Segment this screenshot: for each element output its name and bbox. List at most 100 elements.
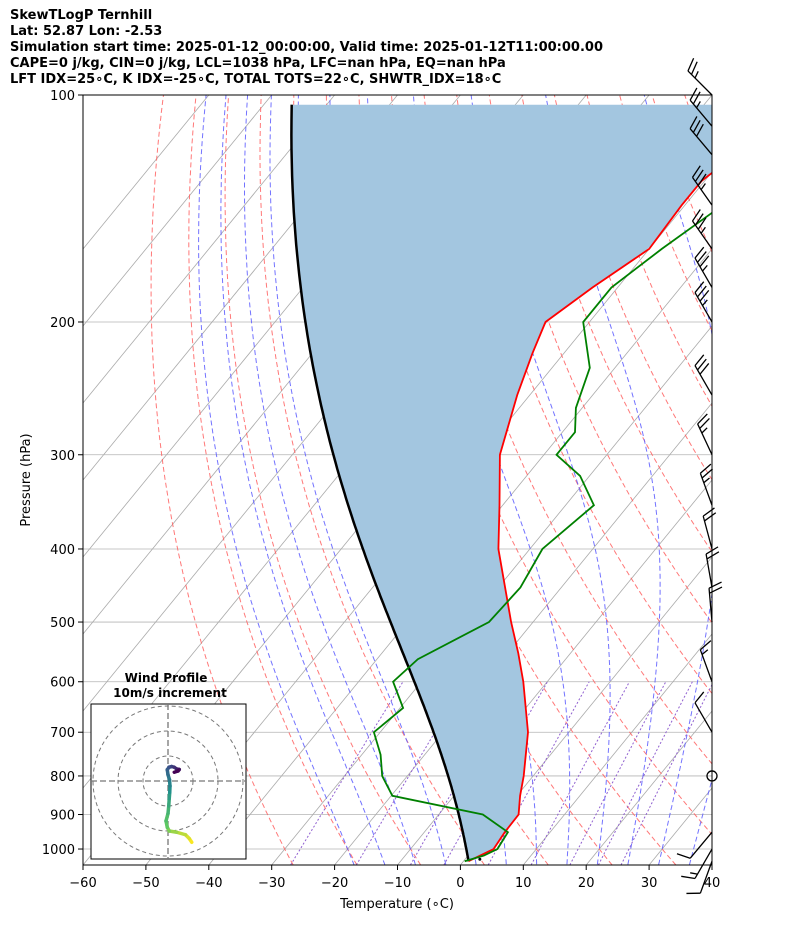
wind-barb — [689, 116, 713, 156]
x-tick-label: −40 — [195, 876, 222, 891]
x-tick-label: 20 — [578, 876, 595, 891]
barb-flag-half — [694, 71, 699, 79]
barb-flag-full — [702, 507, 715, 517]
mixing-ratio-line — [530, 681, 630, 865]
barb-flag-full — [687, 57, 695, 72]
wind-barb — [686, 861, 713, 895]
y-tick-label: 100 — [50, 89, 75, 104]
barb-flag-full — [706, 551, 720, 560]
cape-fill-layer — [291, 104, 712, 862]
y-tick-label: 200 — [50, 316, 75, 331]
barb-staff — [689, 99, 713, 127]
barb-flag-full — [696, 358, 707, 371]
barb-flag-full — [704, 512, 717, 522]
inset-title: Wind Profile — [125, 671, 208, 685]
barb-flag-full — [709, 586, 723, 594]
barb-staff — [705, 553, 713, 588]
temperature-line — [468, 171, 712, 863]
wind-barb — [676, 831, 713, 859]
chart-header: SkewTLogP Ternhill Lat: 52.87 Lon: -2.53… — [10, 8, 603, 88]
hodograph-segment — [172, 769, 180, 774]
barb-staff — [694, 702, 713, 733]
hodograph — [91, 704, 246, 859]
time-line: Simulation start time: 2025-01-12_00:00:… — [10, 40, 603, 55]
isotherm-line — [83, 95, 273, 327]
isotherm-line — [585, 710, 712, 865]
isotherm-line — [271, 325, 712, 865]
wind-barb — [694, 354, 713, 396]
wind-barb — [694, 246, 713, 288]
barb-staff — [687, 70, 713, 96]
wind-barb — [691, 209, 713, 250]
barb-flag-half — [703, 477, 710, 484]
barb-flag-full — [696, 251, 707, 263]
barb-flag-half — [702, 264, 708, 272]
wind-barb — [699, 463, 714, 506]
barb-staff — [691, 176, 713, 206]
barb-flag-full — [699, 363, 710, 375]
barb-flag-half — [696, 101, 701, 109]
isotherm-line — [522, 633, 712, 865]
x-tick-label: 10 — [515, 876, 532, 891]
y-tick-label: 300 — [50, 449, 75, 464]
barb-flag-full — [694, 691, 705, 704]
isotherm-line — [83, 95, 398, 481]
barb-staff — [694, 848, 713, 879]
barb-flag-full — [689, 116, 698, 129]
barb-flag-full — [691, 209, 701, 222]
profile-layer — [290, 104, 712, 863]
y-tick-label: 700 — [50, 726, 75, 741]
dry-adiabat — [188, 95, 358, 865]
barb-flag-half — [702, 299, 708, 306]
x-axis-label: Temperature (∘C) — [339, 897, 454, 912]
barb-staff — [689, 831, 713, 859]
y-tick-label: 600 — [50, 676, 75, 691]
wind-barb — [681, 848, 713, 880]
y-tick-label: 900 — [50, 809, 75, 824]
x-tick-label: −30 — [258, 876, 285, 891]
barb-flag-full — [697, 173, 707, 186]
barb-flag-full — [694, 354, 705, 367]
wind-barb — [694, 691, 713, 733]
moist-adiabat — [688, 777, 712, 865]
wind-barb — [697, 413, 713, 456]
barb-flag-full — [699, 463, 712, 474]
wind-barb — [687, 57, 713, 96]
barb-flag-full — [697, 413, 708, 425]
mixing-ratio-line — [597, 681, 693, 865]
barb-flag-full — [701, 468, 714, 479]
location-line: Lat: 52.87 Lon: -2.53 — [10, 24, 163, 39]
dry-adiabat — [717, 95, 794, 865]
barb-flag-full — [686, 892, 701, 895]
barb-staff — [689, 128, 713, 156]
dry-adiabat — [684, 95, 712, 171]
mixing-ratio-line — [290, 681, 404, 865]
mixing-ratio-line — [569, 681, 667, 865]
dry-adiabat — [750, 95, 794, 865]
isotherm-line — [83, 95, 210, 250]
dewpoint-line — [372, 211, 712, 863]
barb-flag-full — [692, 119, 701, 133]
x-tick-label: −20 — [321, 876, 348, 891]
dry-adiabat — [259, 95, 485, 865]
barb-staff — [699, 861, 713, 894]
moist-adiabat — [269, 95, 447, 865]
barb-flag-full — [694, 281, 705, 293]
barb-flag-full — [689, 87, 698, 101]
barb-flag-full — [697, 217, 707, 230]
wind-barb — [705, 546, 720, 588]
wind-barb — [699, 640, 713, 682]
index-line: LFT IDX=25∘C, K IDX=-25∘C, TOTAL TOTS=22… — [10, 72, 502, 87]
x-tick-label: 0 — [456, 876, 464, 891]
chart-title: SkewTLogP Ternhill — [10, 8, 153, 23]
moist-adiabat — [198, 95, 355, 865]
barb-staff — [691, 220, 713, 250]
wind-barb — [689, 87, 713, 127]
barb-flag-half — [690, 872, 698, 875]
wind-barb — [691, 165, 713, 206]
dry-adiabat — [488, 95, 712, 624]
moist-adiabat — [716, 95, 794, 880]
barb-staff — [694, 292, 713, 323]
x-tick-label: −10 — [384, 876, 411, 891]
barb-flag-full — [699, 640, 712, 651]
